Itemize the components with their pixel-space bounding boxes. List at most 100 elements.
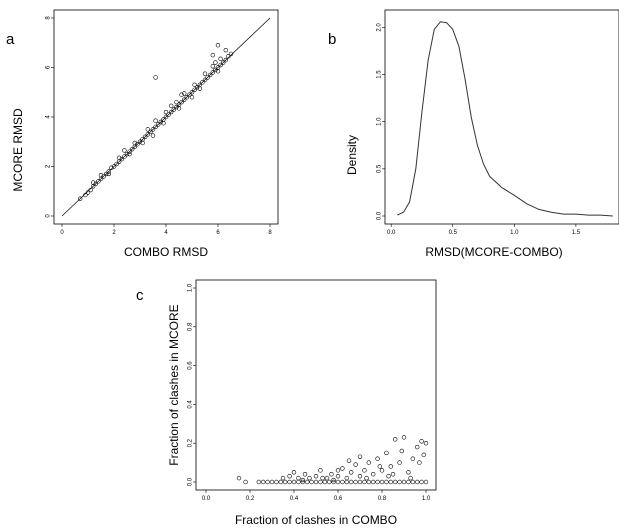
scatter-point xyxy=(114,161,119,167)
scatter-point xyxy=(109,165,114,170)
scatter-point xyxy=(379,479,385,485)
scatter-point xyxy=(156,122,161,127)
scatter-point xyxy=(179,99,184,105)
scatter-point xyxy=(182,91,187,96)
scatter-point xyxy=(243,479,248,485)
scatter-point xyxy=(423,441,429,446)
scatter-point xyxy=(388,464,393,469)
panel-a-points xyxy=(77,43,234,201)
panel-b: b 0.0 0.5 1.0 1.5 0.0 0.5 1.0 1.5 2.0 RMSD(MCOR… xyxy=(328,9,619,259)
scatter-point xyxy=(210,52,216,58)
y-tick-label: 8 xyxy=(46,16,52,20)
scatter-point xyxy=(148,129,153,135)
scatter-point xyxy=(269,479,275,485)
scatter-point xyxy=(300,477,305,483)
scatter-point xyxy=(406,470,411,475)
scatter-point xyxy=(419,479,424,485)
scatter-point xyxy=(122,154,127,159)
y-tick-label: 1.0 xyxy=(188,283,194,292)
scatter-point xyxy=(135,142,140,147)
scatter-point xyxy=(163,114,169,120)
scatter-point xyxy=(215,69,221,74)
scatter-point xyxy=(215,43,221,48)
scatter-point xyxy=(140,140,145,146)
scatter-point xyxy=(210,70,216,75)
scatter-point xyxy=(195,85,200,90)
scatter-point xyxy=(145,127,151,132)
scatter-point xyxy=(423,479,429,485)
panel-a-label: a xyxy=(6,31,15,48)
scatter-point xyxy=(119,156,125,162)
scatter-point xyxy=(205,75,210,80)
scatter-point xyxy=(116,155,122,161)
scatter-point xyxy=(143,134,148,140)
x-tick-label: 1.0 xyxy=(422,496,431,502)
scatter-point xyxy=(179,92,184,97)
scatter-point xyxy=(353,479,358,485)
scatter-point xyxy=(166,112,171,117)
scatter-point xyxy=(158,119,164,125)
scatter-point xyxy=(331,477,336,483)
scatter-point xyxy=(406,479,411,485)
x-tick-label: 0.2 xyxy=(246,496,255,502)
scatter-point xyxy=(150,127,156,132)
scatter-point xyxy=(291,470,297,475)
scatter-point xyxy=(210,64,216,69)
x-tick-label: 0.6 xyxy=(334,496,343,502)
scatter-point xyxy=(313,473,319,479)
scatter-point xyxy=(371,479,376,485)
scatter-point xyxy=(366,460,371,465)
scatter-point xyxy=(320,475,325,481)
scatter-point xyxy=(296,475,301,481)
scatter-point xyxy=(169,109,174,115)
y-tick-label: 1.0 xyxy=(377,117,383,126)
panel-a-y-ticks: 0 2 4 6 8 xyxy=(46,16,54,218)
scatter-point xyxy=(101,174,106,179)
scatter-point xyxy=(208,72,213,78)
scatter-point xyxy=(410,456,415,461)
y-tick-label: 0.0 xyxy=(377,211,383,220)
scatter-point xyxy=(318,468,323,473)
scatter-point xyxy=(111,164,117,169)
panel-c-points xyxy=(236,435,429,485)
scatter-point xyxy=(218,62,223,68)
x-tick-label: 6 xyxy=(216,230,220,236)
scatter-point xyxy=(421,452,426,458)
scatter-point xyxy=(377,464,382,469)
scatter-point xyxy=(161,120,166,126)
panel-a-x-axis-label: COMBO RMSD xyxy=(124,245,208,259)
scatter-point xyxy=(300,479,305,485)
scatter-point xyxy=(362,468,367,473)
scatter-point xyxy=(96,179,101,184)
scatter-point xyxy=(197,86,203,91)
panel-b-density-curve xyxy=(397,21,613,217)
scatter-point xyxy=(324,475,330,481)
y-tick-label: 2.0 xyxy=(377,23,383,32)
x-tick-label: 0.0 xyxy=(202,496,211,502)
scatter-point xyxy=(410,479,415,485)
scatter-point xyxy=(132,140,138,146)
scatter-point xyxy=(171,107,177,112)
scatter-point xyxy=(384,450,389,456)
scatter-point xyxy=(419,439,424,444)
scatter-point xyxy=(357,454,363,459)
scatter-point xyxy=(393,437,398,442)
scatter-point xyxy=(137,139,143,144)
x-tick-label: 8 xyxy=(268,230,272,236)
scatter-point xyxy=(375,456,380,461)
scatter-point xyxy=(375,479,380,485)
y-tick-label: 0.2 xyxy=(188,438,194,447)
scatter-point xyxy=(98,172,104,178)
scatter-point xyxy=(305,479,310,485)
x-tick-label: 4 xyxy=(164,230,168,236)
scatter-point xyxy=(88,187,93,193)
scatter-point xyxy=(335,479,341,485)
scatter-point xyxy=(202,77,208,83)
y-tick-label: 0.8 xyxy=(188,322,194,331)
y-tick-label: 6 xyxy=(46,65,52,69)
scatter-point xyxy=(401,435,407,440)
scatter-point xyxy=(335,473,341,479)
scatter-point xyxy=(390,472,396,477)
scatter-point xyxy=(340,466,345,471)
scatter-point xyxy=(106,171,112,177)
